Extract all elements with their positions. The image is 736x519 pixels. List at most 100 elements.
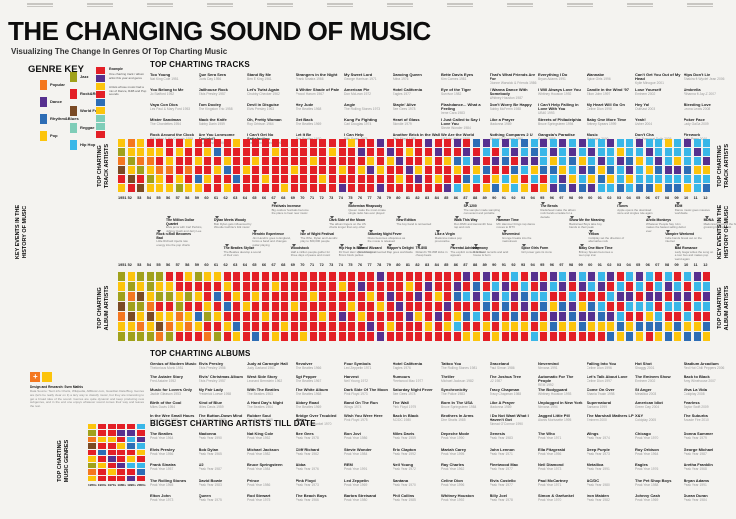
genre-square <box>549 272 557 281</box>
key-event-desc: Coldplay set the direction of alternativ… <box>588 235 625 244</box>
edge-text-artifact <box>310 2 370 8</box>
year-genre-column <box>540 139 548 193</box>
genre-square <box>415 322 423 331</box>
biggest-artist-title: Fleetwood Mac <box>489 463 519 468</box>
year-tick: 58 <box>185 196 190 200</box>
track-title: Hey Ya! <box>635 103 650 107</box>
genre-square <box>348 322 356 331</box>
track-artist: Whitney Houston 1987 <box>489 96 523 101</box>
genre-square <box>213 166 221 174</box>
year-genre-column <box>482 272 490 342</box>
track-entry: Like a Prayer Madonna 1989 <box>490 118 539 131</box>
genre-square <box>117 443 126 449</box>
track-entry: Poker Face Lady GaGa 2009 <box>684 118 733 131</box>
genre-square <box>511 322 519 331</box>
album-entry: Synchronicity The Police 1983 <box>441 388 490 399</box>
year-genre-column <box>300 272 308 342</box>
genre-square <box>492 166 500 174</box>
track-artist: OutKast 2003 <box>635 106 656 111</box>
genre-square <box>185 166 193 174</box>
genre-square <box>568 166 576 174</box>
album-title: Graceland <box>489 362 510 366</box>
key-event: Show Me the Meaning Backstreet Boys take … <box>569 216 609 230</box>
genre-square <box>127 462 136 469</box>
album-column: Revolver The Beatles 1966 Sgt Pepper The Be… <box>296 362 345 427</box>
genre-square <box>511 292 519 301</box>
genre-square <box>377 332 385 341</box>
genre-square <box>626 166 634 174</box>
year-genre-column <box>357 272 365 342</box>
year-genre-column <box>348 139 356 193</box>
genre-square <box>645 302 653 311</box>
genre-square <box>175 322 183 331</box>
biggest-artist-entry: Aretha Franklin Peak Year 1968 <box>684 463 733 477</box>
genre-square <box>309 322 317 331</box>
biggest-artist-title: Eagles <box>635 463 648 468</box>
genre-square <box>674 282 682 291</box>
biggest-artist-artist: Peak Year 1975 <box>198 498 222 503</box>
track-title: Eye of the Tiger <box>441 88 471 92</box>
genre-square <box>511 332 519 341</box>
genre-square <box>252 175 260 183</box>
year-genre-column <box>492 139 500 193</box>
genre-square <box>405 166 413 174</box>
genre-square <box>664 148 672 156</box>
genre-square <box>434 332 442 341</box>
genre-square <box>97 469 106 475</box>
genre-square <box>97 436 106 443</box>
genre-square <box>156 157 164 165</box>
track-title: Don't Worry Be Happy <box>489 103 532 107</box>
genre-square <box>520 272 528 281</box>
genre-square <box>117 449 126 456</box>
genre-square <box>492 157 500 165</box>
genre-square <box>107 430 116 436</box>
album-artist: The Police 1983 <box>441 391 465 396</box>
year-genre-column <box>626 272 634 342</box>
genre-square <box>290 272 298 281</box>
album-artist: Pink Floyd 1973 <box>344 391 368 396</box>
track-artist: Irene Cara 1983 <box>441 111 465 116</box>
genre-square <box>655 332 663 341</box>
genre-square <box>146 272 154 281</box>
track-column: Dancing Queen Abba 1976 Hotel California Ea… <box>393 73 442 148</box>
track-artist: Elvis Presley 1957 <box>198 91 226 96</box>
genre-square <box>136 456 145 462</box>
track-title: Jailhouse Rock <box>198 88 228 92</box>
biggest-artist-entry: Madonna Peak Year 1990 <box>199 432 248 446</box>
genre-square <box>607 272 615 281</box>
year-genre-column <box>511 139 519 193</box>
genre-square <box>185 332 193 341</box>
album-title: Tracy Chapman <box>489 388 520 392</box>
album-column: Hotel California Eagles 1976 Rumours Fleetw… <box>393 362 442 427</box>
key-event-title: The Beatles Stylize <box>223 246 255 250</box>
album-column: Falling Into You Celine Dion 1996 Let's Ta… <box>587 362 636 427</box>
genre-square <box>309 175 317 183</box>
biggest-artist-entry: Fleetwood Mac Peak Year 1977 <box>490 463 539 477</box>
biggest-artist-title: Deep Purple <box>586 447 610 452</box>
biggest-artist-column: Genesis Peak Year 1983 John Lennon Peak Yea… <box>490 432 539 510</box>
genre-square <box>703 312 711 321</box>
genre-square <box>626 184 634 192</box>
track-artist: Sinead O'Connor 1990 <box>490 136 523 141</box>
genre-square <box>664 292 672 301</box>
genre-label: Popular <box>50 81 65 87</box>
genre-square <box>175 184 183 192</box>
genre-square <box>233 332 241 341</box>
year-genre-column <box>233 139 241 193</box>
genre-square <box>520 302 528 311</box>
genre-square <box>607 302 615 311</box>
year-genre-column <box>194 272 202 342</box>
genre-square <box>357 322 365 331</box>
genre-square <box>472 184 480 192</box>
key-event-desc: Girl power gets its icons <box>521 249 552 254</box>
genre-square <box>530 139 538 147</box>
track-title: Can't Get You Out of My Head <box>635 73 681 82</box>
year-tick: 87 <box>463 196 468 200</box>
genre-square <box>482 302 490 311</box>
genre-square <box>146 282 154 291</box>
genre-square <box>281 332 289 341</box>
genre-square <box>405 322 413 331</box>
genre-square <box>117 462 126 469</box>
album-entry: Harvest Neil Young 1972 <box>344 375 393 386</box>
genre-square <box>453 139 461 147</box>
